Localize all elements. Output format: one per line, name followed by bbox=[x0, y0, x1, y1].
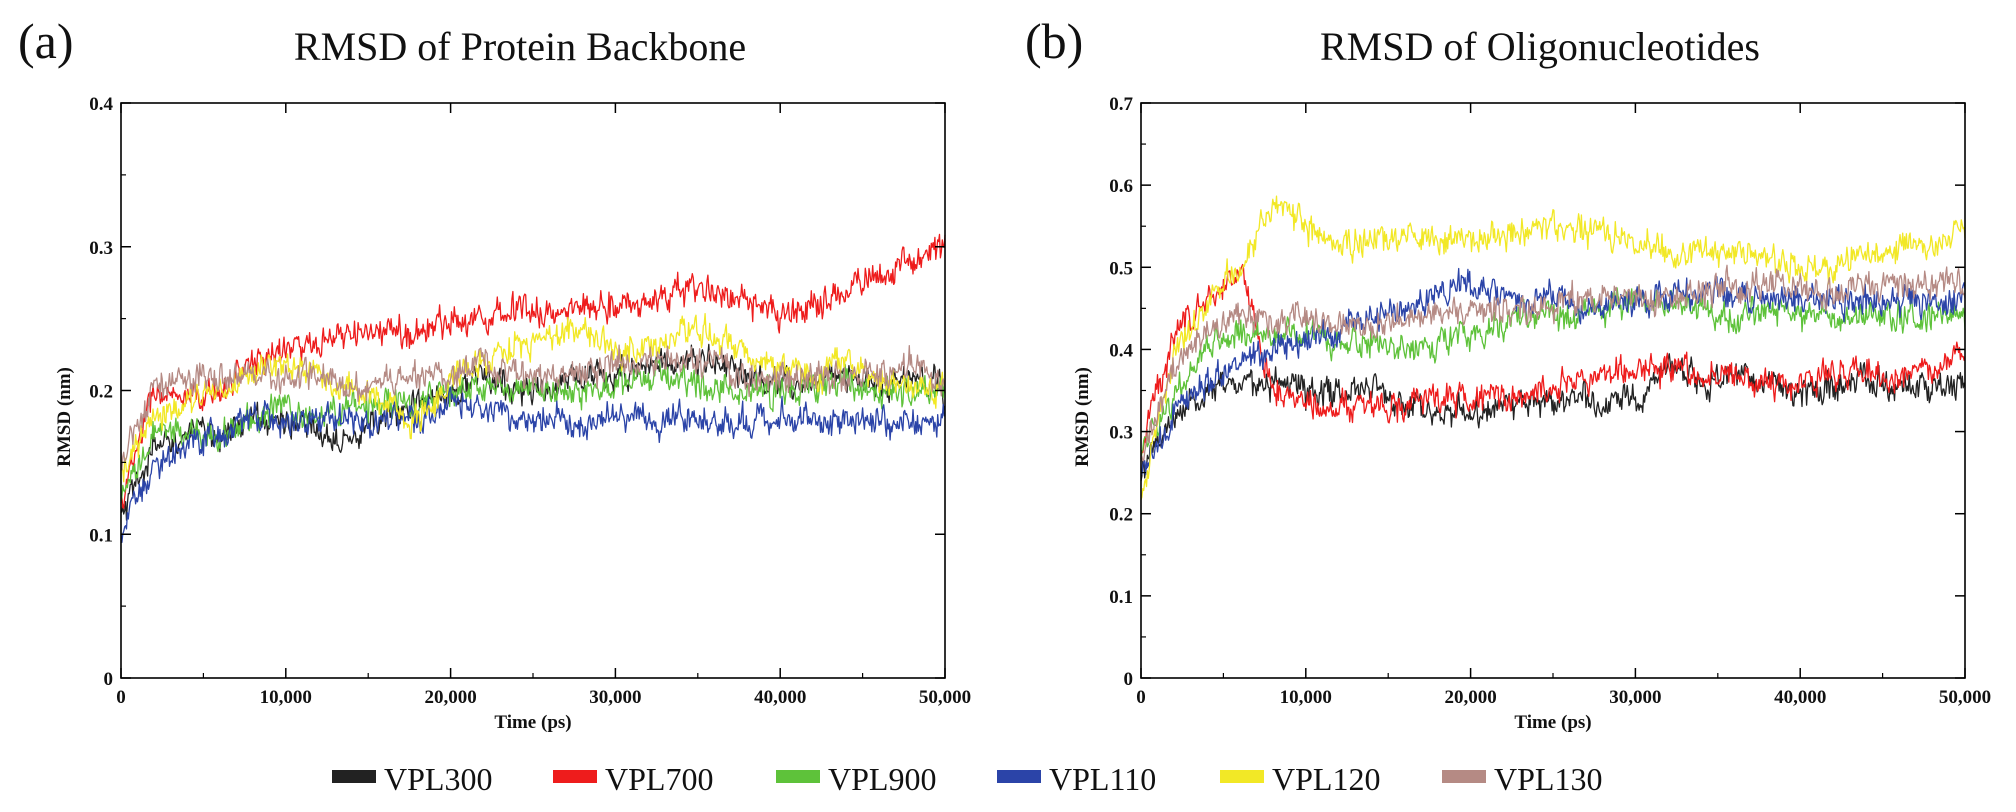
series-line-vpl700-a bbox=[120, 233, 946, 509]
legend-label-vpl130: VPL130 bbox=[1494, 761, 1602, 797]
legend-swatch-vpl130 bbox=[1442, 770, 1486, 783]
y-tick-label-3-a: 0.3 bbox=[89, 238, 113, 259]
y-tick-label-4-a: 0.4 bbox=[89, 94, 113, 115]
y-tick-label-1-a: 0.1 bbox=[89, 525, 113, 546]
series-line-vpl120-b bbox=[1140, 195, 1966, 501]
legend-swatch-vpl700 bbox=[553, 770, 597, 783]
x-tick-label-5-b: 50,000 bbox=[1939, 687, 1991, 708]
y-tick-label-2-a: 0.2 bbox=[89, 382, 113, 403]
legend-swatch-vpl900 bbox=[776, 770, 820, 783]
x-tick-label-4-a: 40,000 bbox=[754, 687, 806, 708]
y-tick-label-3-b: 0.3 bbox=[1109, 423, 1133, 444]
y-axis-label-b: RMSD (nm) bbox=[1072, 367, 1093, 467]
x-tick-label-2-b: 20,000 bbox=[1444, 687, 1496, 708]
panel-a: (a) RMSD of Protein Backbone 0 10,000 20,0… bbox=[18, 13, 971, 733]
panel-a-letter: (a) bbox=[18, 13, 74, 69]
series-line-vpl110-a bbox=[120, 386, 945, 544]
x-tick-label-3-a: 30,000 bbox=[589, 687, 641, 708]
x-tick-label-5-a: 50,000 bbox=[919, 687, 971, 708]
plot-area-a: 0 10,000 20,000 30,000 40,000 50,000 0 0.1 0.2 0.… bbox=[89, 94, 971, 708]
x-tick-label-3-b: 30,000 bbox=[1609, 687, 1661, 708]
series-line-vpl700-b bbox=[1140, 263, 1966, 460]
legend-swatch-vpl120 bbox=[1220, 770, 1264, 783]
x-axis-label-b: Time (ps) bbox=[1514, 712, 1591, 733]
series-line-vpl120-a bbox=[120, 312, 946, 483]
series-line-vpl300-b bbox=[1140, 353, 1966, 482]
y-tick-label-2-b: 0.2 bbox=[1109, 505, 1133, 526]
panel-b-title: RMSD of Oligonucleotides bbox=[1320, 24, 1760, 69]
plot-area-b: 0 10,000 20,000 30,000 40,000 50,000 0 0.1 0.2 0.… bbox=[1109, 94, 1991, 708]
y-tick-label-6-b: 0.6 bbox=[1109, 176, 1133, 197]
panel-a-title: RMSD of Protein Backbone bbox=[294, 24, 746, 69]
series-line-vpl110-b bbox=[1140, 267, 1966, 476]
y-tick-label-1-b: 0.1 bbox=[1109, 587, 1133, 608]
legend-label-vpl110: VPL110 bbox=[1049, 761, 1156, 797]
y-tick-label-5-b: 0.5 bbox=[1109, 258, 1133, 279]
x-tick-label-1-b: 10,000 bbox=[1280, 687, 1332, 708]
panel-b: (b) RMSD of Oligonucleotides 0 10,000 20,0… bbox=[1025, 13, 1991, 733]
legend-label-vpl300: VPL300 bbox=[384, 761, 492, 797]
legend-swatch-vpl300 bbox=[332, 770, 376, 783]
legend-swatch-vpl110 bbox=[997, 770, 1041, 783]
panel-b-letter: (b) bbox=[1025, 13, 1083, 69]
x-tick-label-0-a: 0 bbox=[116, 687, 126, 708]
y-axis-label-a: RMSD (nm) bbox=[54, 367, 75, 467]
legend-label-vpl700: VPL700 bbox=[605, 761, 713, 797]
y-tick-label-7-b: 0.7 bbox=[1109, 94, 1133, 115]
x-tick-label-4-b: 40,000 bbox=[1774, 687, 1826, 708]
x-axis-label-a: Time (ps) bbox=[494, 712, 571, 733]
x-tick-label-0-b: 0 bbox=[1136, 687, 1146, 708]
series-line-vpl130-b bbox=[1140, 264, 1966, 462]
legend: VPL300 VPL700 VPL900 VPL110 VPL120 VPL13… bbox=[332, 761, 1602, 797]
legend-label-vpl120: VPL120 bbox=[1272, 761, 1380, 797]
y-tick-label-0-b: 0 bbox=[1124, 669, 1134, 690]
legend-label-vpl900: VPL900 bbox=[828, 761, 936, 797]
x-tick-label-1-a: 10,000 bbox=[260, 687, 312, 708]
series-line-vpl130-a bbox=[120, 344, 946, 471]
y-tick-label-0-a: 0 bbox=[104, 669, 114, 690]
x-tick-label-2-a: 20,000 bbox=[424, 687, 476, 708]
y-tick-label-4-b: 0.4 bbox=[1109, 340, 1133, 361]
